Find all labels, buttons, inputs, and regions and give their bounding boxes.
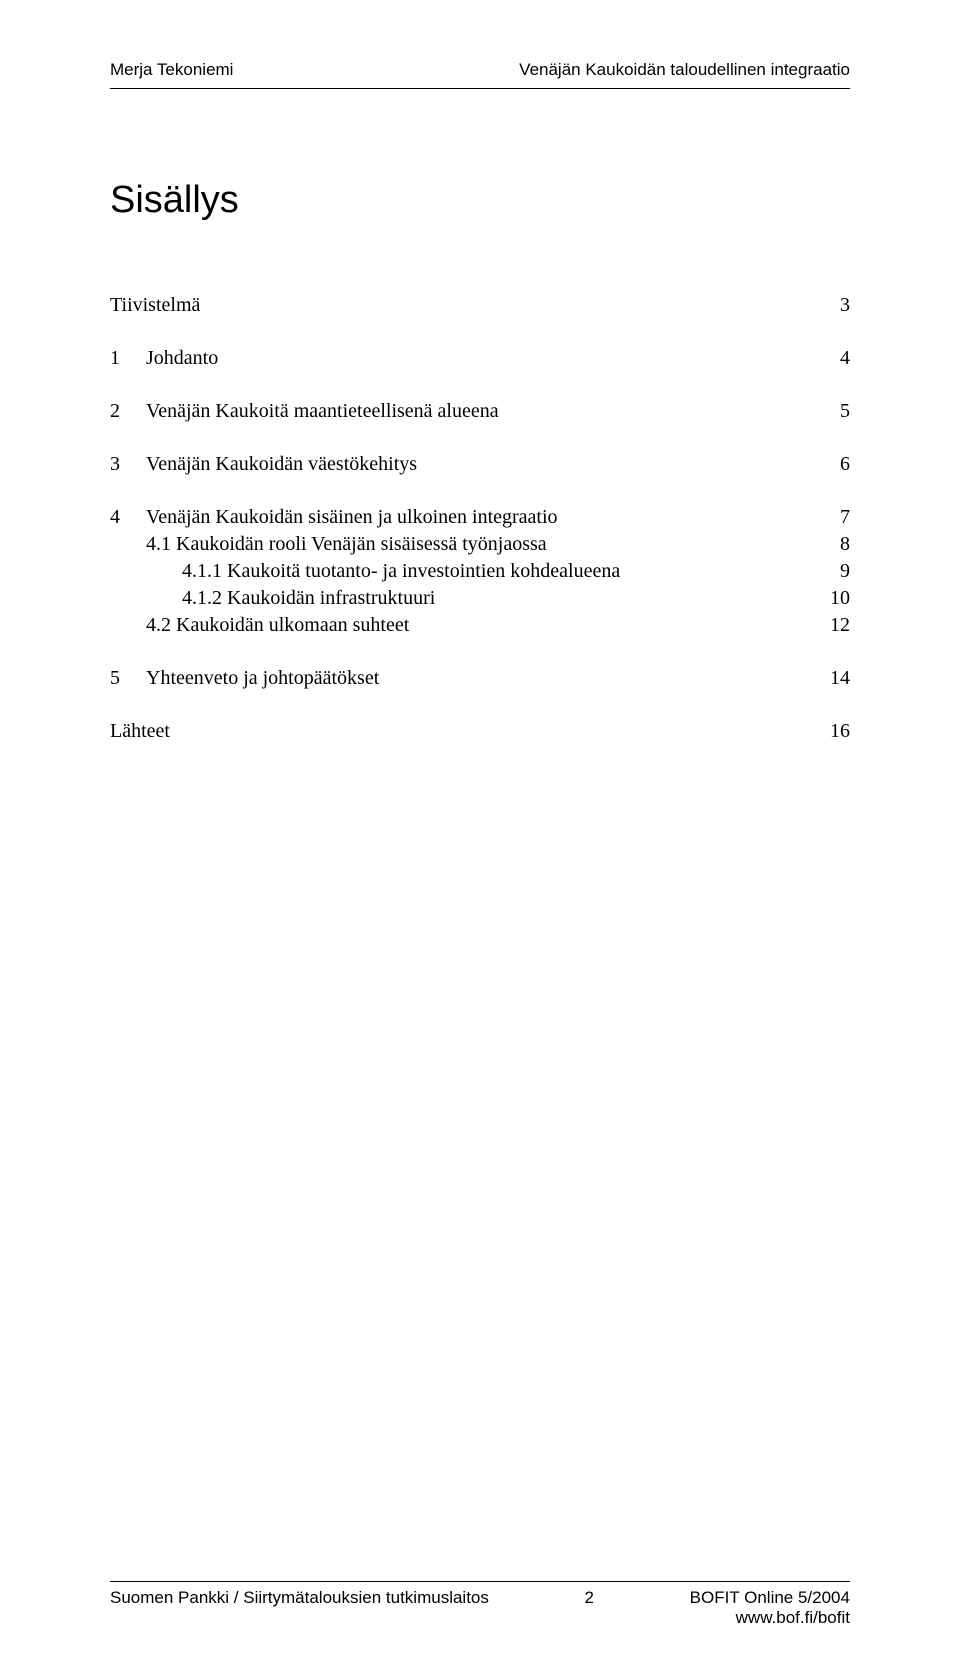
toc-entry: Tiivistelmä 3 bbox=[110, 292, 850, 319]
toc-entry: Lähteet 16 bbox=[110, 718, 850, 745]
toc-entry: 1 Johdanto 4 bbox=[110, 345, 850, 372]
toc-label: Lähteet bbox=[110, 718, 170, 745]
toc-page: 7 bbox=[822, 504, 850, 531]
toc-label: 4.1.2 Kaukoidän infrastruktuuri bbox=[110, 585, 435, 612]
toc-page: 8 bbox=[822, 531, 850, 558]
toc-entry: 4 Venäjän Kaukoidän sisäinen ja ulkoinen… bbox=[110, 504, 850, 531]
page-footer: Suomen Pankki / Siirtymätalouksien tutki… bbox=[110, 1581, 850, 1628]
toc-label: 4.1.1 Kaukoitä tuotanto- ja investointie… bbox=[110, 558, 620, 585]
toc-entry: 4.1 Kaukoidän rooli Venäjän sisäisessä t… bbox=[110, 531, 850, 558]
toc-page: 16 bbox=[822, 718, 850, 745]
table-of-contents: Tiivistelmä 3 1 Johdanto 4 2 Venäjän Kau… bbox=[110, 292, 850, 745]
toc-entry: 5 Yhteenveto ja johtopäätökset 14 bbox=[110, 665, 850, 692]
page: Merja Tekoniemi Venäjän Kaukoidän taloud… bbox=[0, 0, 960, 1678]
toc-label: 4.1 Kaukoidän rooli Venäjän sisäisessä t… bbox=[110, 531, 547, 558]
footer-right-bottom: www.bof.fi/bofit bbox=[736, 1608, 850, 1628]
toc-label: Venäjän Kaukoidän sisäinen ja ulkoinen i… bbox=[146, 504, 558, 531]
toc-page: 4 bbox=[822, 345, 850, 372]
toc-label: Johdanto bbox=[146, 345, 218, 372]
content: Sisällys Tiivistelmä 3 1 Johdanto 4 bbox=[110, 89, 850, 745]
footer-left: Suomen Pankki / Siirtymätalouksien tutki… bbox=[110, 1588, 489, 1608]
toc-label: Venäjän Kaukoitä maantieteellisenä aluee… bbox=[146, 398, 499, 425]
toc-page: 5 bbox=[822, 398, 850, 425]
toc-label: Yhteenveto ja johtopäätökset bbox=[146, 665, 379, 692]
toc-page: 9 bbox=[822, 558, 850, 585]
toc-entry: 3 Venäjän Kaukoidän väestökehitys 6 bbox=[110, 451, 850, 478]
toc-entry: 4.2 Kaukoidän ulkomaan suhteet 12 bbox=[110, 612, 850, 639]
header-title: Venäjän Kaukoidän taloudellinen integraa… bbox=[519, 60, 850, 80]
page-header: Merja Tekoniemi Venäjän Kaukoidän taloud… bbox=[110, 60, 850, 89]
footer-right-top: BOFIT Online 5/2004 bbox=[690, 1588, 850, 1608]
toc-page: 6 bbox=[822, 451, 850, 478]
footer-page-number: 2 bbox=[585, 1588, 594, 1608]
toc-number: 3 bbox=[110, 451, 146, 478]
toc-label: Venäjän Kaukoidän väestökehitys bbox=[146, 451, 417, 478]
header-author: Merja Tekoniemi bbox=[110, 60, 233, 80]
toc-page: 14 bbox=[822, 665, 850, 692]
toc-number: 2 bbox=[110, 398, 146, 425]
toc-label: Tiivistelmä bbox=[110, 292, 200, 319]
toc-entry: 4.1.1 Kaukoitä tuotanto- ja investointie… bbox=[110, 558, 850, 585]
toc-page: 10 bbox=[822, 585, 850, 612]
toc-entry: 4.1.2 Kaukoidän infrastruktuuri 10 bbox=[110, 585, 850, 612]
toc-label: 4.2 Kaukoidän ulkomaan suhteet bbox=[110, 612, 409, 639]
toc-entry: 2 Venäjän Kaukoitä maantieteellisenä alu… bbox=[110, 398, 850, 425]
toc-page: 12 bbox=[822, 612, 850, 639]
toc-number: 5 bbox=[110, 665, 146, 692]
page-title: Sisällys bbox=[110, 179, 850, 222]
toc-page: 3 bbox=[822, 292, 850, 319]
toc-number: 4 bbox=[110, 504, 146, 531]
toc-number: 1 bbox=[110, 345, 146, 372]
